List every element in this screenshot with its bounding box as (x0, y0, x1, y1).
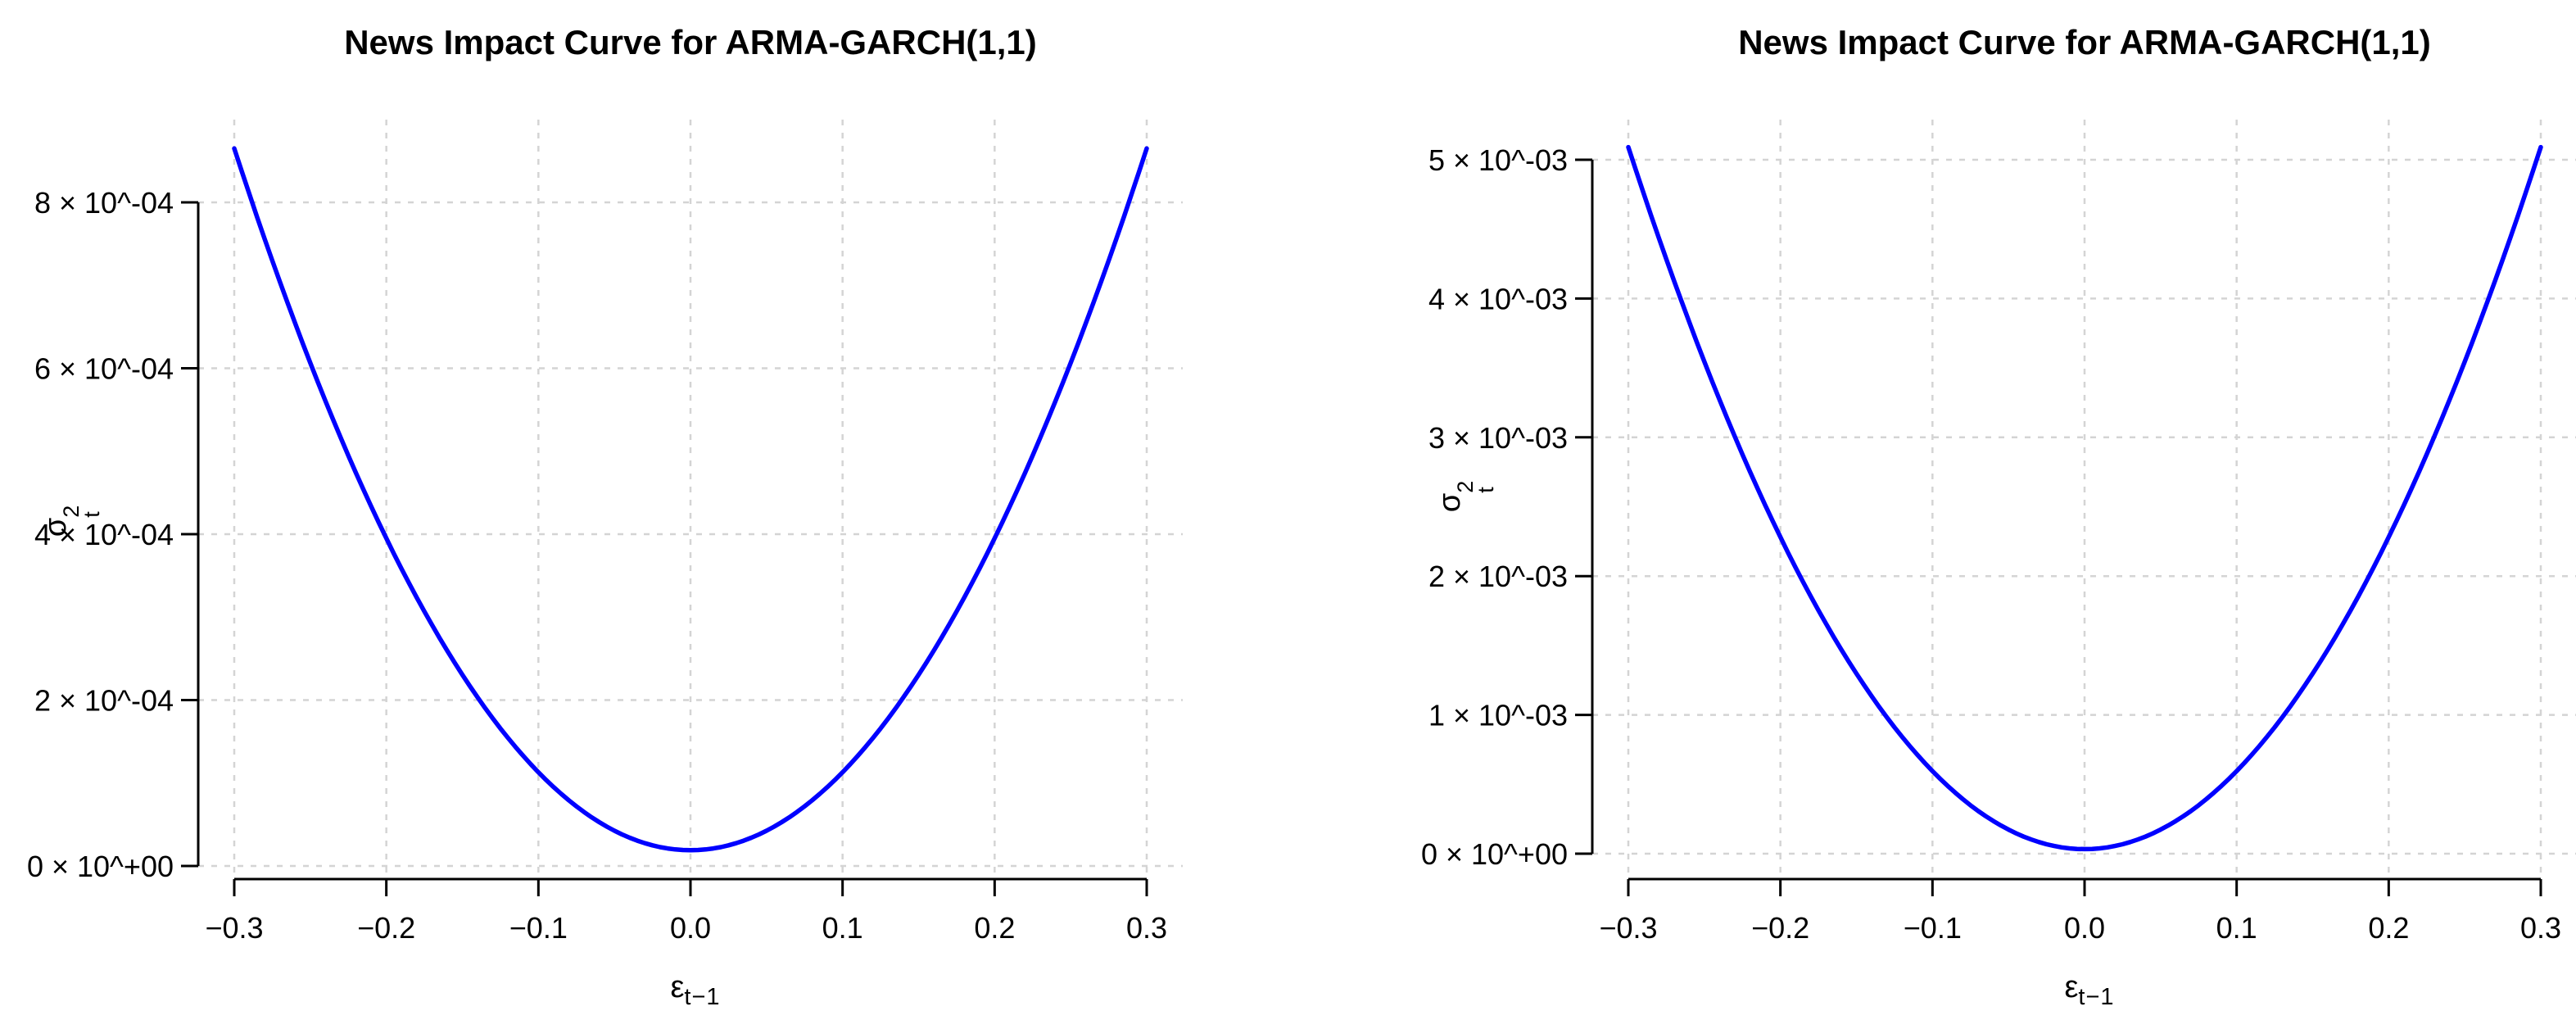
y-tick-label: 4 × 10^-04 (34, 518, 174, 551)
left-chart-title: News Impact Curve for ARMA-GARCH(1,1) (344, 23, 1037, 61)
x-tick-label: 0.2 (974, 911, 1015, 945)
x-tick-label: −0.1 (509, 911, 568, 945)
y-tick-label: 8 × 10^-04 (34, 186, 174, 220)
news-impact-curve (232, 146, 1149, 853)
y-tick-label: 0 × 10^+00 (1421, 837, 1568, 871)
x-tick-label: −0.2 (357, 911, 415, 945)
right-x-axis-label: εt−1 (2064, 970, 2114, 1011)
sigma-subscript: t (79, 511, 104, 518)
right-chart-title: News Impact Curve for ARMA-GARCH(1,1) (1738, 23, 2431, 61)
epsilon-subscript: t−1 (684, 984, 721, 1010)
x-tick-label: −0.3 (1599, 911, 1657, 945)
left-x-axis-label: εt−1 (670, 970, 720, 1011)
x-tick-label: 0.2 (2368, 911, 2409, 945)
left-chart-group: −0.3 −0.2 −0.1 0.0 0.1 0.2 0.3 0 × 10^+00 2 × 10… (27, 120, 1183, 945)
x-tick-label: 0.3 (1126, 911, 1167, 945)
epsilon-symbol: ε (2064, 970, 2079, 1004)
sigma-symbol: σ (38, 517, 73, 537)
x-tick-label: −0.1 (1904, 911, 1962, 945)
y-tick-label: 2 × 10^-03 (1428, 560, 1568, 593)
x-tick-label: −0.3 (205, 911, 263, 945)
y-tick-label: 2 × 10^-04 (34, 684, 174, 718)
x-tick-label: −0.2 (1751, 911, 1809, 945)
y-tick-label: 5 × 10^-03 (1428, 143, 1568, 177)
right-chart-group: −0.3 −0.2 −0.1 0.0 0.1 0.2 0.3 0 × 10^+00 1 × 10… (1421, 120, 2576, 945)
x-tick-label: 0.1 (822, 911, 863, 945)
news-impact-curve (1626, 144, 2543, 852)
x-tick-label: 0.0 (2064, 911, 2105, 945)
epsilon-subscript: t−1 (2078, 984, 2115, 1010)
y-tick-label: 4 × 10^-03 (1428, 282, 1568, 315)
x-tick-label: 0.3 (2520, 911, 2561, 945)
y-tick-label: 1 × 10^-03 (1428, 699, 1568, 732)
x-tick-label: 0.1 (2216, 911, 2257, 945)
y-tick-label: 3 × 10^-03 (1428, 421, 1568, 455)
sigma-subscript: t (1474, 487, 1498, 493)
epsilon-symbol: ε (670, 970, 685, 1004)
sigma-symbol: σ (1433, 492, 1467, 513)
y-tick-label: 6 × 10^-04 (34, 352, 174, 386)
y-tick-label: 0 × 10^+00 (27, 850, 174, 883)
x-tick-label: 0.0 (670, 911, 711, 945)
